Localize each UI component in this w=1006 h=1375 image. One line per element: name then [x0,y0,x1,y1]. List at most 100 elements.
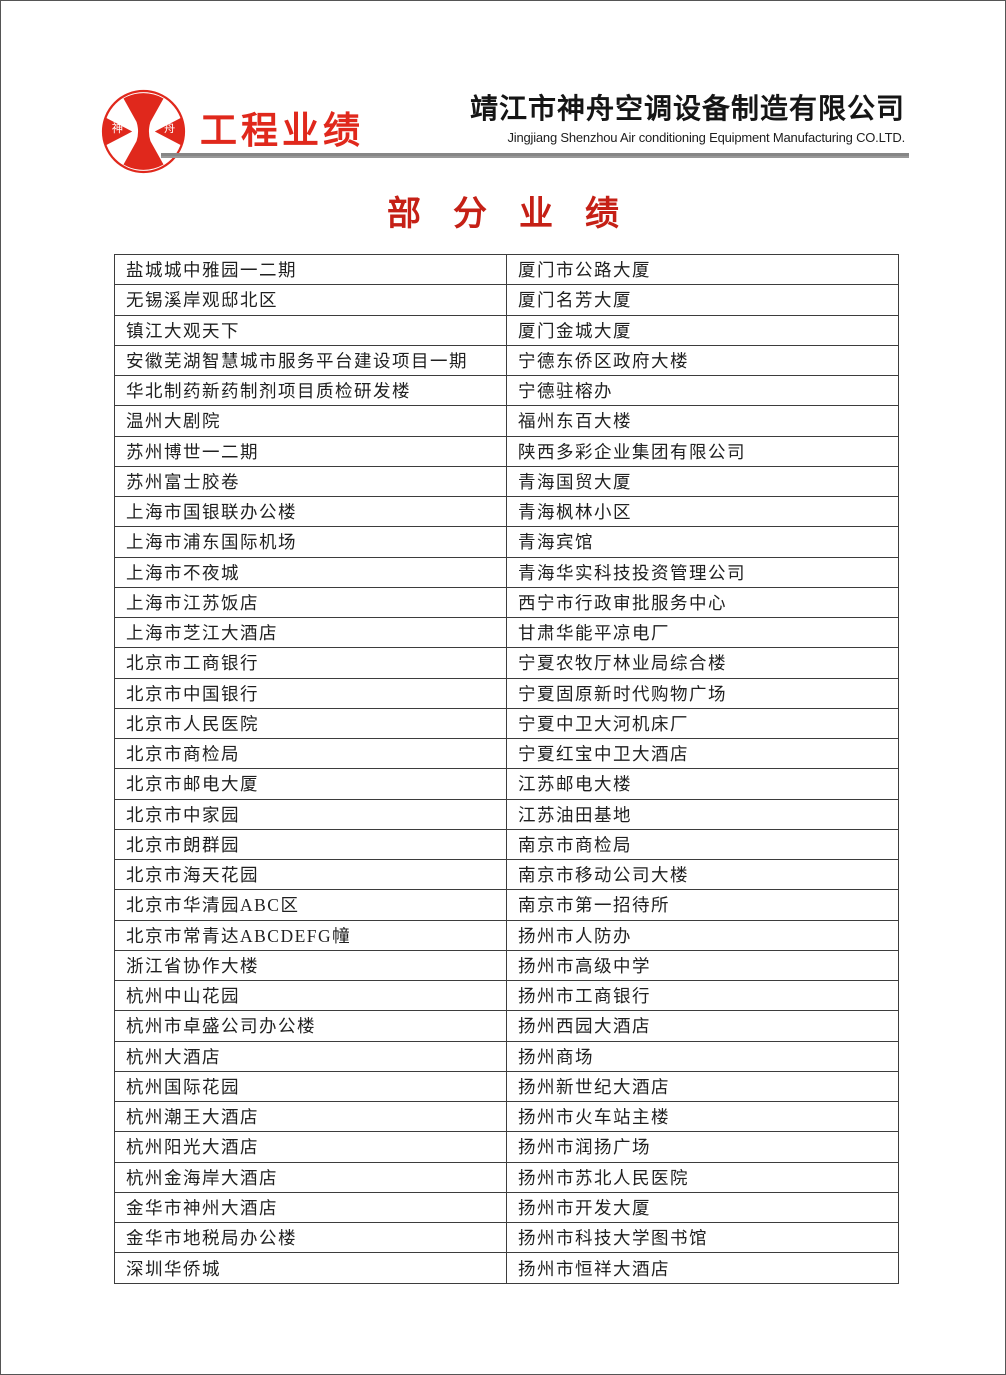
table-row: 北京市常青达ABCDEFG幢 扬州市人防办 [114,919,899,951]
table-row: 温州大剧院 福州东百大楼 [114,405,899,437]
project-cell-right: 青海枫林小区 [506,495,899,528]
project-cell-left: 杭州中山花园 [114,979,507,1012]
table-row: 杭州金海岸大酒店 扬州市苏北人民医院 [114,1161,899,1193]
project-cell-left: 上海市芝江大酒店 [114,616,507,649]
project-cell-left: 苏州博世一二期 [114,435,507,467]
company-name-cn: 靖江市神舟空调设备制造有限公司 [469,93,905,124]
project-cell-left: 北京市中家园 [114,798,507,830]
table-row: 杭州国际花园 扬州新世纪大酒店 [114,1070,899,1103]
project-cell-right: 扬州市开发大厦 [506,1191,899,1224]
project-cell-left: 安徽芜湖智慧城市服务平台建设项目一期 [114,344,507,377]
project-cell-left: 北京市人民医院 [114,707,507,740]
table-row: 金华市神州大酒店 扬州市开发大厦 [114,1191,899,1224]
project-cell-left: 无锡溪岸观邸北区 [114,284,507,316]
project-cell-right: 甘肃华能平凉电厂 [506,616,899,649]
table-row: 华北制药新药制剂项目质检研发楼 宁德驻榕办 [114,374,899,407]
project-cell-right: 宁夏中卫大河机床厂 [506,707,899,740]
project-cell-right: 南京市商检局 [506,828,899,861]
project-cell-right: 福州东百大楼 [506,405,899,437]
projects-table-body: 盐城城中雅园一二期 厦门市公路大厦 无锡溪岸观邸北区 厦门名芳大厦 镇江大观天下 厦门金城… [114,253,899,1284]
table-row: 杭州潮王大酒店 扬州市火车站主楼 [114,1100,899,1133]
project-cell-left: 北京市朗群园 [114,828,507,861]
project-cell-right: 江苏邮电大楼 [506,768,899,800]
project-cell-right: 宁夏农牧厅林业局综合楼 [506,647,899,679]
project-cell-right: 扬州市工商银行 [506,979,899,1012]
project-cell-right: 厦门名芳大厦 [506,284,899,316]
project-cell-right: 陕西多彩企业集团有限公司 [506,435,899,467]
project-cell-left: 金华市神州大酒店 [114,1191,507,1224]
project-cell-right: 扬州新世纪大酒店 [506,1070,899,1103]
project-cell-right: 厦门市公路大厦 [506,253,899,286]
table-row: 北京市朗群园 南京市商检局 [114,828,899,861]
header-divider [161,153,909,158]
project-cell-left: 北京市中国银行 [114,677,507,709]
project-cell-right: 青海华实科技投资管理公司 [506,556,899,588]
project-cell-right: 青海国贸大厦 [506,465,899,498]
project-cell-right: 宁德驻榕办 [506,374,899,407]
table-row: 北京市中国银行 宁夏固原新时代购物广场 [114,677,899,709]
project-cell-left: 上海市浦东国际机场 [114,526,507,558]
table-row: 杭州市卓盛公司办公楼 扬州西园大酒店 [114,1010,899,1042]
table-row: 深圳华侨城 扬州市恒祥大酒店 [114,1252,899,1284]
table-row: 北京市商检局 宁夏红宝中卫大酒店 [114,737,899,770]
project-cell-left: 杭州潮王大酒店 [114,1100,507,1133]
table-row: 北京市人民医院 宁夏中卫大河机床厂 [114,707,899,740]
project-cell-right: 南京市第一招待所 [506,889,899,921]
project-cell-right: 江苏油田基地 [506,798,899,830]
project-cell-left: 北京市常青达ABCDEFG幢 [114,919,507,951]
project-cell-right: 扬州市人防办 [506,919,899,951]
project-cell-left: 苏州富士胶卷 [114,465,507,498]
logo-slogan: 工程业绩 [200,110,364,151]
project-cell-left: 北京市商检局 [114,737,507,770]
table-row: 上海市芝江大酒店 甘肃华能平凉电厂 [114,616,899,649]
project-cell-right: 厦门金城大厦 [506,314,899,346]
table-row: 安徽芜湖智慧城市服务平台建设项目一期 宁德东侨区政府大楼 [114,344,899,377]
table-row: 北京市华清园ABC区 南京市第一招待所 [114,889,899,921]
table-row: 杭州阳光大酒店 扬州市润扬广场 [114,1131,899,1163]
table-row: 北京市邮电大厦 江苏邮电大楼 [114,768,899,800]
logo-char-zhou: 舟 [164,121,175,135]
project-cell-left: 杭州市卓盛公司办公楼 [114,1010,507,1042]
project-cell-right: 宁夏固原新时代购物广场 [506,677,899,709]
table-row: 苏州富士胶卷 青海国贸大厦 [114,465,899,498]
project-cell-right: 扬州商场 [506,1040,899,1072]
project-cell-left: 北京市工商银行 [114,647,507,679]
project-cell-left: 盐城城中雅园一二期 [114,253,507,286]
project-cell-right: 扬州市苏北人民医院 [506,1161,899,1193]
table-row: 镇江大观天下 厦门金城大厦 [114,314,899,346]
table-row: 上海市国银联办公楼 青海枫林小区 [114,495,899,528]
project-cell-left: 北京市华清园ABC区 [114,889,507,921]
project-cell-right: 扬州市润扬广场 [506,1131,899,1163]
project-cell-left: 深圳华侨城 [114,1252,507,1284]
project-cell-left: 北京市邮电大厦 [114,768,507,800]
table-row: 上海市不夜城 青海华实科技投资管理公司 [114,556,899,588]
table-row: 杭州大酒店 扬州商场 [114,1040,899,1072]
project-cell-right: 青海宾馆 [506,526,899,558]
project-cell-left: 上海市江苏饭店 [114,586,507,619]
project-cell-left: 金华市地税局办公楼 [114,1221,507,1254]
company-name-en: Jingjiang Shenzhou Air conditioning Equi… [507,130,905,145]
project-cell-left: 上海市国银联办公楼 [114,495,507,528]
projects-table: 盐城城中雅园一二期 厦门市公路大厦 无锡溪岸观邸北区 厦门名芳大厦 镇江大观天下 厦门金城… [114,253,899,1284]
project-cell-right: 南京市移动公司大楼 [506,858,899,891]
table-row: 北京市工商银行 宁夏农牧厅林业局综合楼 [114,647,899,679]
table-row: 上海市江苏饭店 西宁市行政审批服务中心 [114,586,899,619]
table-row: 金华市地税局办公楼 扬州市科技大学图书馆 [114,1221,899,1254]
project-cell-left: 杭州大酒店 [114,1040,507,1072]
table-row: 盐城城中雅园一二期 厦门市公路大厦 [114,253,899,286]
project-cell-right: 扬州市火车站主楼 [506,1100,899,1133]
table-row: 苏州博世一二期 陕西多彩企业集团有限公司 [114,435,899,467]
project-cell-left: 浙江省协作大楼 [114,949,507,982]
project-cell-left: 华北制药新药制剂项目质检研发楼 [114,374,507,407]
project-cell-left: 杭州阳光大酒店 [114,1131,507,1163]
project-cell-right: 扬州市科技大学图书馆 [506,1221,899,1254]
project-cell-right: 扬州市高级中学 [506,949,899,982]
shenzhou-logo-icon: 神 舟 [101,89,186,174]
logo-char-shen: 神 [112,121,123,135]
project-cell-left: 上海市不夜城 [114,556,507,588]
project-cell-right: 扬州市恒祥大酒店 [506,1252,899,1284]
table-row: 浙江省协作大楼 扬州市高级中学 [114,949,899,982]
project-cell-right: 宁德东侨区政府大楼 [506,344,899,377]
project-cell-left: 杭州国际花园 [114,1070,507,1103]
